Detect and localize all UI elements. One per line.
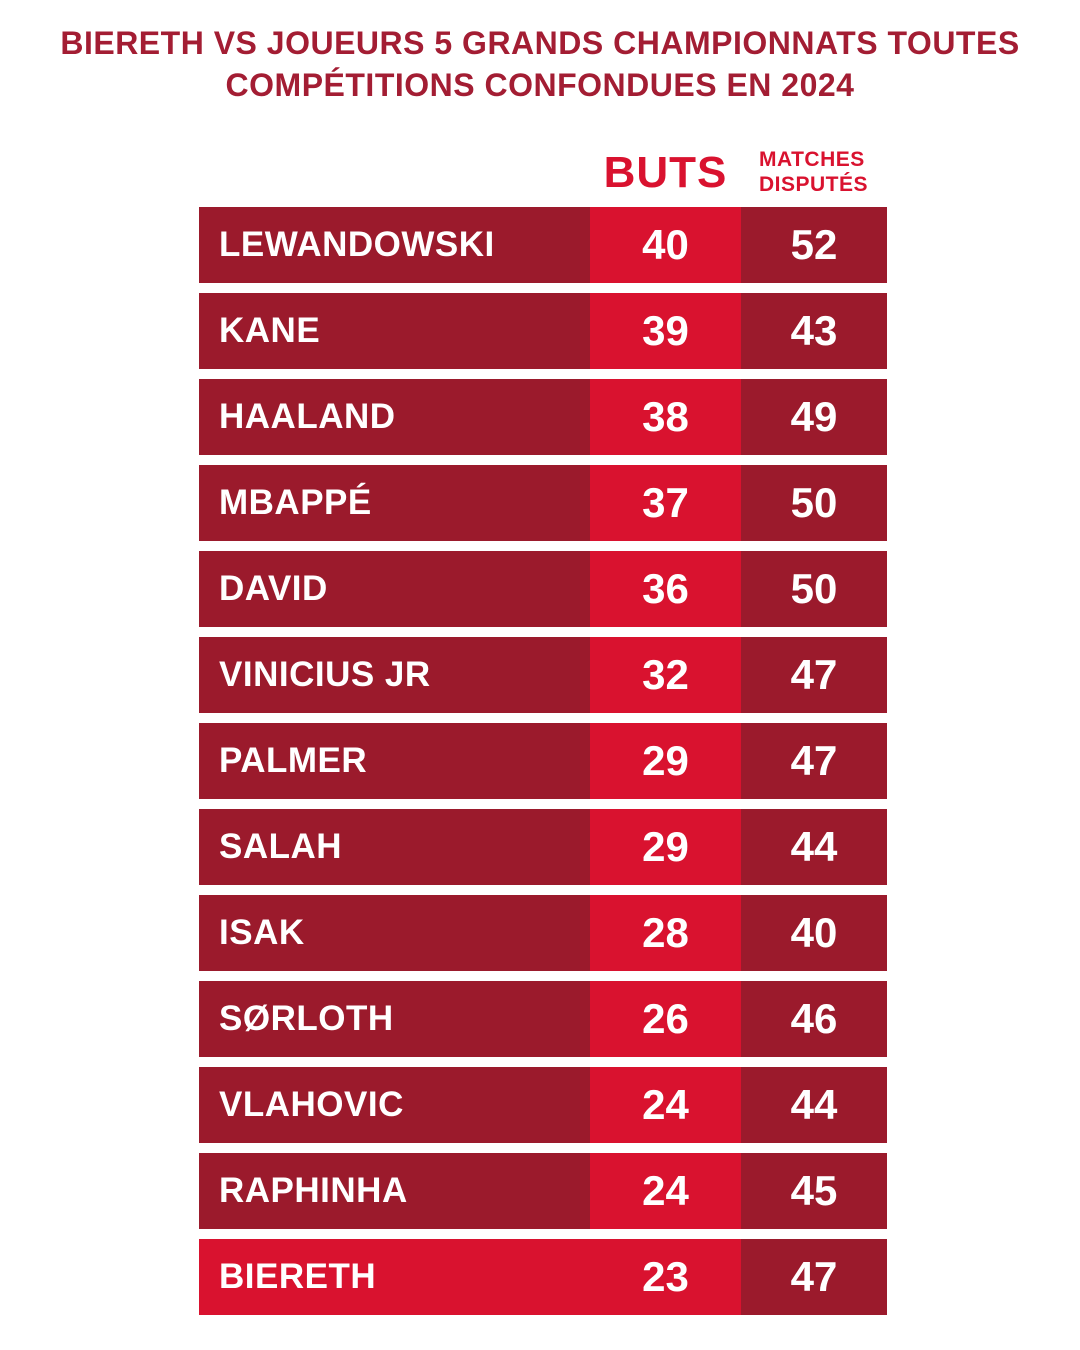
player-goals-cell: 24 (590, 1153, 741, 1229)
page-title-line2: COMPÉTITIONS CONFONDUES EN 2024 (225, 67, 855, 103)
table-row: SALAH 29 44 (199, 809, 887, 885)
table-row: MBAPPÉ 37 50 (199, 465, 887, 541)
table-row: VLAHOVIC 24 44 (199, 1067, 887, 1143)
page-title: BIERETH VS JOUEURS 5 GRANDS CHAMPIONNATS… (40, 22, 1040, 106)
player-name-cell: PALMER (199, 723, 590, 799)
player-name-cell: ISAK (199, 895, 590, 971)
player-matches-cell: 40 (741, 895, 887, 971)
player-goals-cell: 37 (590, 465, 741, 541)
table-row: VINICIUS JR 32 47 (199, 637, 887, 713)
player-matches-cell: 47 (741, 1239, 887, 1315)
table-row: PALMER 29 47 (199, 723, 887, 799)
player-name-cell: MBAPPÉ (199, 465, 590, 541)
player-name-cell: SØRLOTH (199, 981, 590, 1057)
player-name-cell: VLAHOVIC (199, 1067, 590, 1143)
table-row: HAALAND 38 49 (199, 379, 887, 455)
player-name-cell: BIERETH (199, 1239, 590, 1315)
player-name-cell: LEWANDOWSKI (199, 207, 590, 283)
player-goals-cell: 38 (590, 379, 741, 455)
player-matches-cell: 45 (741, 1153, 887, 1229)
player-goals-cell: 29 (590, 723, 741, 799)
player-name-cell: VINICIUS JR (199, 637, 590, 713)
player-goals-cell: 28 (590, 895, 741, 971)
table-row: KANE 39 43 (199, 293, 887, 369)
table-row: SØRLOTH 26 46 (199, 981, 887, 1057)
table-row: DAVID 36 50 (199, 551, 887, 627)
column-header-matches-line1: MATCHES (759, 148, 865, 171)
player-matches-cell: 44 (741, 809, 887, 885)
column-header-matches: MATCHES DISPUTÉS (759, 147, 868, 197)
player-matches-cell: 46 (741, 981, 887, 1057)
player-goals-cell: 36 (590, 551, 741, 627)
player-goals-cell: 39 (590, 293, 741, 369)
player-name-cell: RAPHINHA (199, 1153, 590, 1229)
player-name-cell: DAVID (199, 551, 590, 627)
player-goals-cell: 26 (590, 981, 741, 1057)
table-row: ISAK 28 40 (199, 895, 887, 971)
page-title-line1: BIERETH VS JOUEURS 5 GRANDS CHAMPIONNATS… (60, 25, 1020, 61)
table-row: BIERETH 23 47 (199, 1239, 887, 1315)
player-name-cell: KANE (199, 293, 590, 369)
player-matches-cell: 50 (741, 551, 887, 627)
table-row: RAPHINHA 24 45 (199, 1153, 887, 1229)
player-name-cell: SALAH (199, 809, 590, 885)
player-goals-cell: 24 (590, 1067, 741, 1143)
column-header-matches-line2: DISPUTÉS (759, 173, 869, 196)
column-header-goals: BUTS (603, 148, 728, 197)
player-matches-cell: 47 (741, 637, 887, 713)
player-matches-cell: 50 (741, 465, 887, 541)
stats-table: LEWANDOWSKI 40 52 KANE 39 43 HAALAND 38 … (199, 207, 887, 1325)
player-goals-cell: 29 (590, 809, 741, 885)
table-row: LEWANDOWSKI 40 52 (199, 207, 887, 283)
player-matches-cell: 43 (741, 293, 887, 369)
player-matches-cell: 52 (741, 207, 887, 283)
player-matches-cell: 49 (741, 379, 887, 455)
player-goals-cell: 32 (590, 637, 741, 713)
player-goals-cell: 40 (590, 207, 741, 283)
player-matches-cell: 44 (741, 1067, 887, 1143)
player-name-cell: HAALAND (199, 379, 590, 455)
player-matches-cell: 47 (741, 723, 887, 799)
player-goals-cell: 23 (590, 1239, 741, 1315)
